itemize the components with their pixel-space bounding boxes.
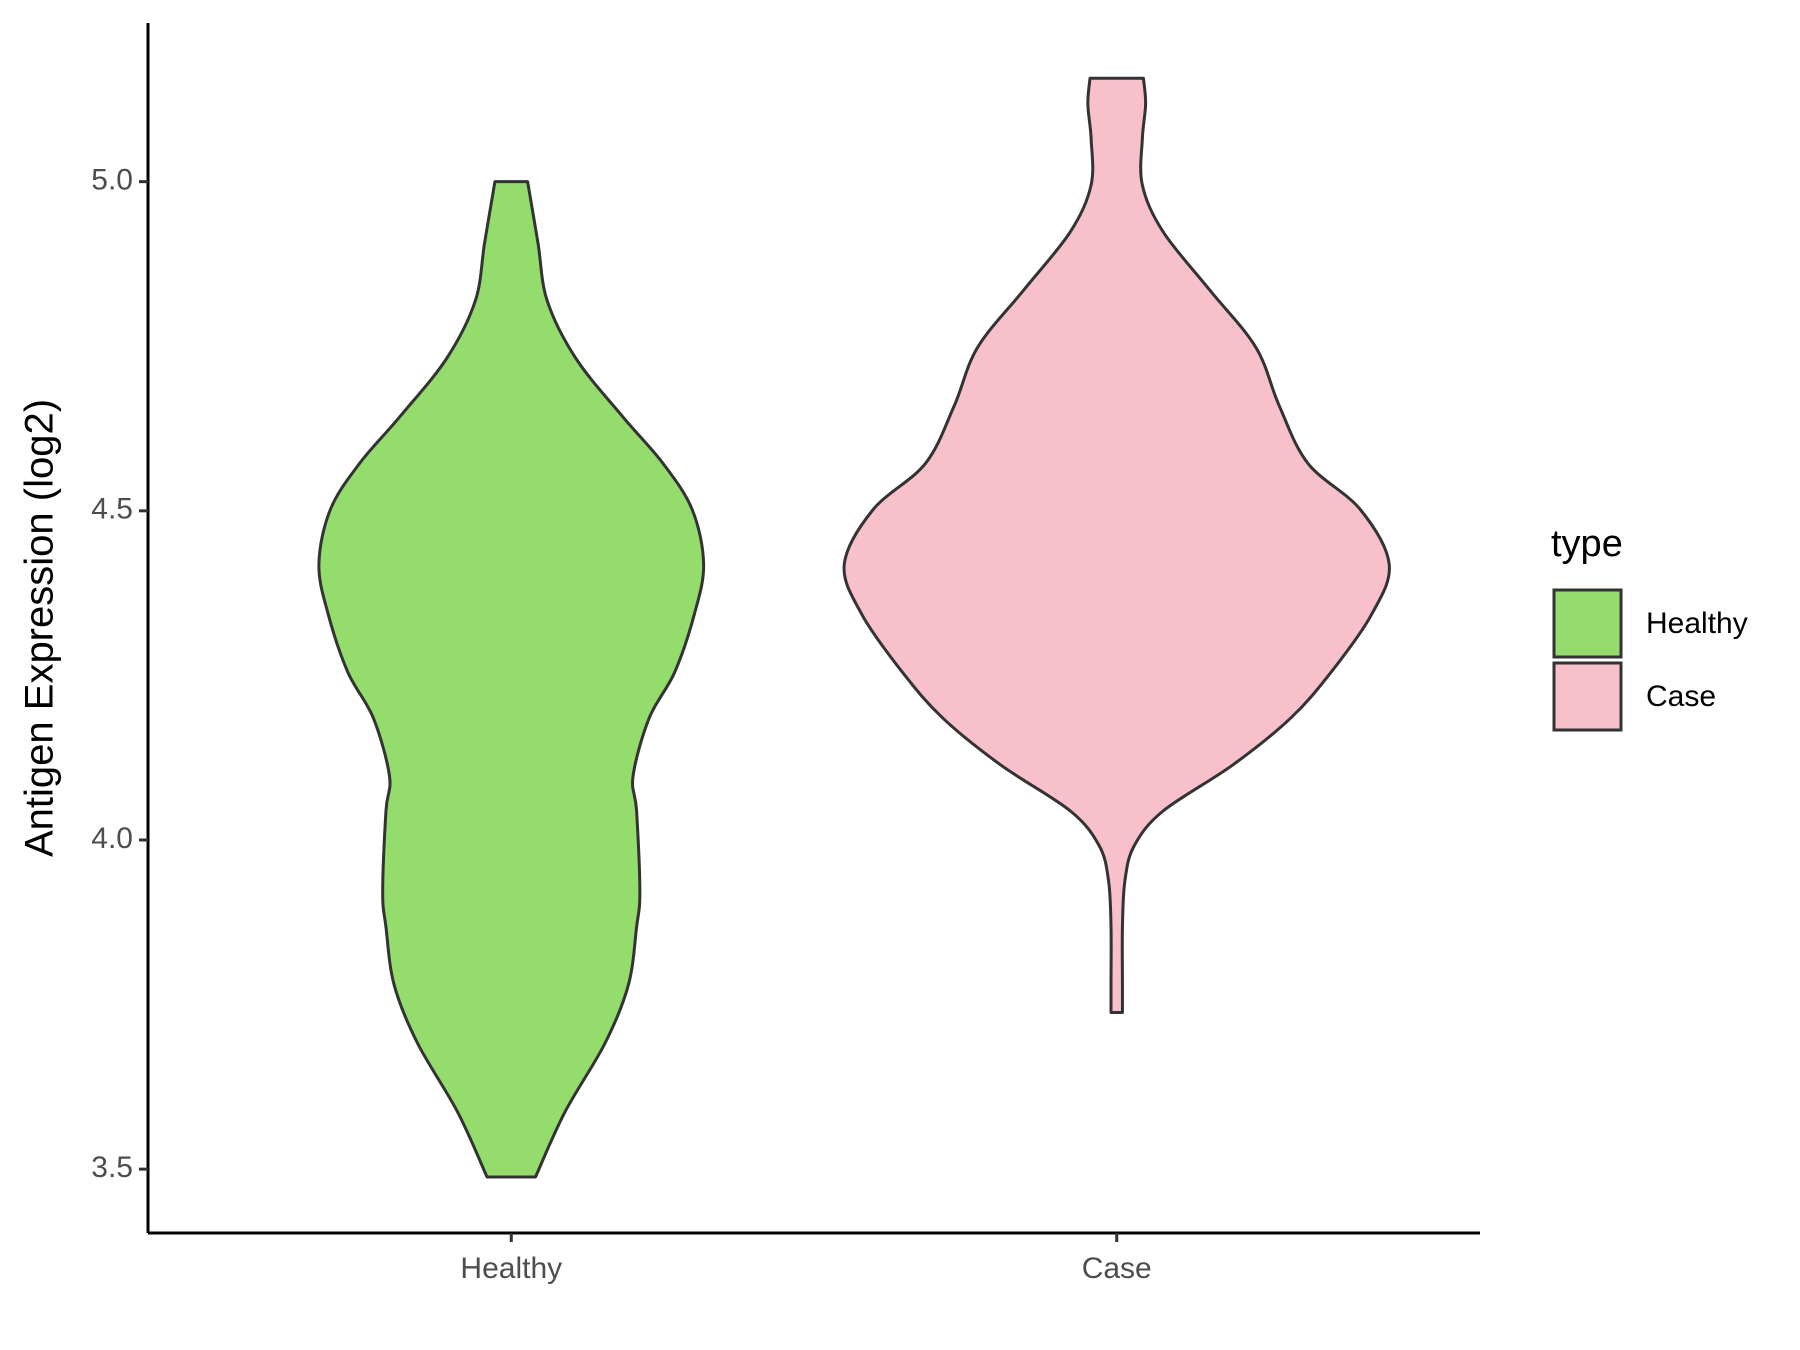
legend-label: Healthy: [1646, 607, 1748, 640]
y-tick-label: 4.0: [91, 822, 133, 855]
x-tick-label: Case: [1082, 1252, 1152, 1285]
legend-key: [1552, 661, 1623, 732]
legend-key: [1552, 588, 1623, 659]
legend-title: type: [1551, 523, 1623, 565]
y-axis-label: Antigen Expression (log2): [18, 399, 62, 857]
violin: [842, 76, 1391, 1014]
y-tick-label: 5.0: [91, 164, 133, 197]
violin: [317, 180, 706, 1179]
legend-label: Case: [1646, 680, 1716, 713]
x-tick-label: Healthy: [460, 1252, 562, 1285]
y-tick-label: 4.5: [91, 493, 133, 526]
y-tick-label: 3.5: [91, 1151, 133, 1184]
